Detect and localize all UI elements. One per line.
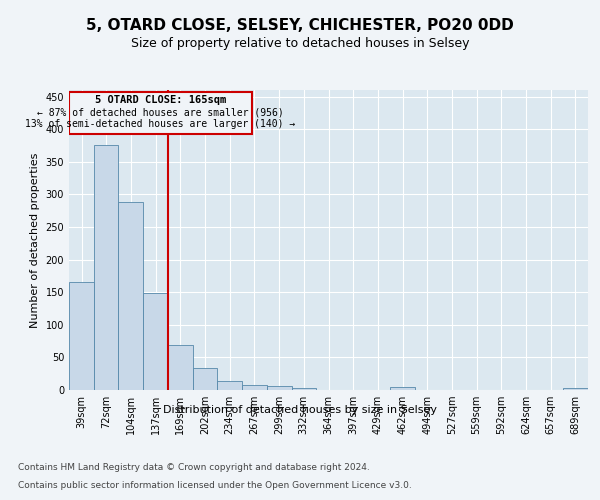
Text: ← 87% of detached houses are smaller (956): ← 87% of detached houses are smaller (95… [37,107,284,117]
Bar [143,294,168,390]
Bar [118,202,143,390]
Text: Distribution of detached houses by size in Selsey: Distribution of detached houses by size … [163,405,437,415]
Bar [391,386,415,390]
Bar [94,146,118,390]
Bar [69,92,252,134]
Bar [563,388,588,390]
Bar [168,345,193,390]
Y-axis label: Number of detached properties: Number of detached properties [30,152,40,328]
Bar [266,386,292,390]
Bar [242,386,266,390]
Text: 5, OTARD CLOSE, SELSEY, CHICHESTER, PO20 0DD: 5, OTARD CLOSE, SELSEY, CHICHESTER, PO20… [86,18,514,32]
Text: 13% of semi-detached houses are larger (140) →: 13% of semi-detached houses are larger (… [25,119,296,129]
Bar [292,388,316,390]
Bar [217,381,242,390]
Bar [69,282,94,390]
Text: Size of property relative to detached houses in Selsey: Size of property relative to detached ho… [131,38,469,51]
Text: 5 OTARD CLOSE: 165sqm: 5 OTARD CLOSE: 165sqm [95,95,226,105]
Text: Contains HM Land Registry data © Crown copyright and database right 2024.: Contains HM Land Registry data © Crown c… [18,462,370,471]
Text: Contains public sector information licensed under the Open Government Licence v3: Contains public sector information licen… [18,481,412,490]
Bar [193,368,217,390]
